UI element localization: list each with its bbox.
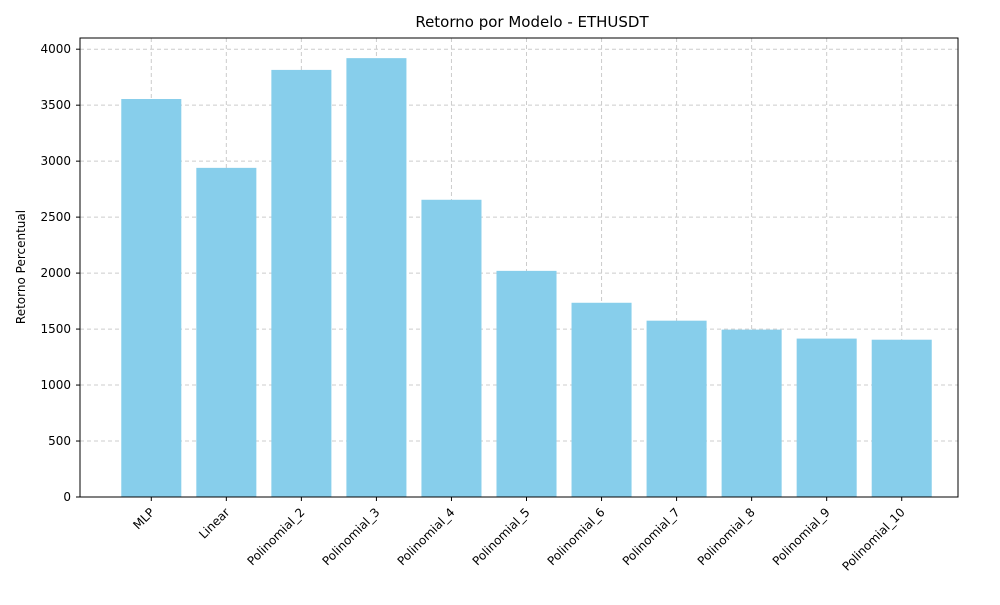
- bar-polinomial-6: [571, 302, 632, 497]
- y-tick-label: 1500: [40, 322, 71, 336]
- bar-polinomial-4: [421, 199, 482, 497]
- bar-polinomial-10: [871, 339, 932, 497]
- plot-frame: [79, 37, 959, 498]
- x-tick-label: Polinomial_4: [395, 505, 458, 568]
- x-tick-label: Polinomial_7: [620, 505, 683, 568]
- chart-title: Retorno por Modelo - ETHUSDT: [415, 13, 649, 31]
- y-tick-label: 2000: [40, 266, 71, 280]
- y-tick-label: 2500: [40, 210, 71, 224]
- y-tick-label: 3500: [40, 98, 71, 112]
- y-axis-label: Retorno Percentual: [14, 210, 28, 324]
- bar-mlp: [121, 99, 182, 497]
- bar-polinomial-3: [346, 58, 407, 498]
- x-tick-label: Polinomial_3: [320, 505, 383, 568]
- bar-polinomial-9: [796, 338, 857, 497]
- bar-polinomial-7: [646, 320, 707, 497]
- y-tick-label: 1000: [40, 378, 71, 392]
- y-tick-label: 4000: [40, 42, 71, 56]
- y-tick-label: 3000: [40, 154, 71, 168]
- x-tick-label: Polinomial_6: [545, 505, 608, 568]
- y-tick-label: 0: [63, 490, 71, 504]
- bar-polinomial-5: [496, 270, 557, 497]
- x-tick-label: Polinomial_5: [470, 505, 533, 568]
- axes-layer: [79, 37, 959, 498]
- y-tick-label: 500: [48, 434, 71, 448]
- x-tick-label: MLP: [130, 505, 157, 532]
- bar-polinomial-2: [271, 69, 332, 497]
- x-tick-label: Polinomial_10: [839, 505, 907, 573]
- x-tick-label: Polinomial_9: [770, 505, 833, 568]
- bar-linear: [196, 167, 257, 498]
- x-tick-label: Polinomial_8: [695, 505, 758, 568]
- bars-layer: [121, 58, 932, 498]
- x-tick-label: Linear: [196, 505, 232, 541]
- x-tick-label: Polinomial_2: [244, 505, 307, 568]
- bar-polinomial-8: [721, 329, 782, 497]
